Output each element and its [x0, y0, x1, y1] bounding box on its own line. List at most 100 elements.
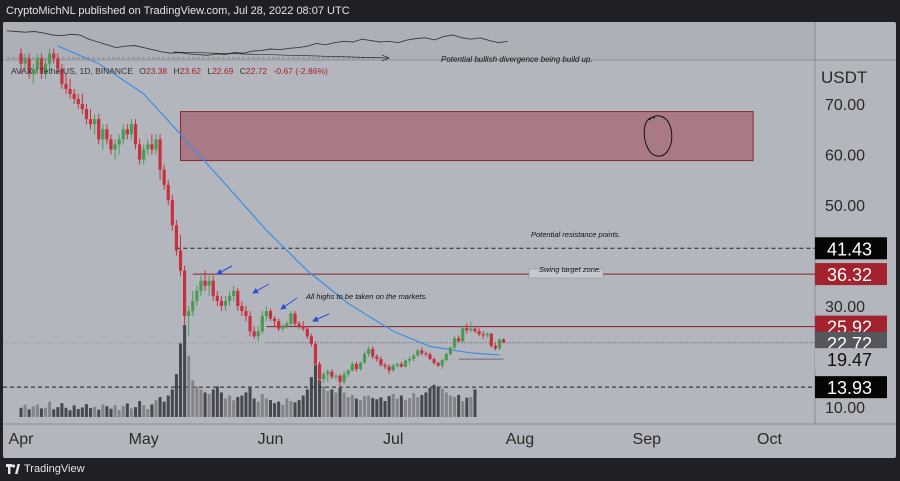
- candle-body-105: [448, 347, 453, 354]
- level-lines: [3, 247, 815, 388]
- volume-bar-90: [387, 396, 391, 417]
- candle-56: [248, 311, 252, 337]
- volume-bar-47: [211, 389, 215, 417]
- candle-body-114: [485, 333, 489, 336]
- candle-body-19: [97, 119, 101, 140]
- candle-body-25: [121, 129, 125, 140]
- candle-45: [203, 270, 207, 291]
- candle-87: [375, 353, 379, 362]
- volume-bar-78: [338, 387, 342, 417]
- candle-108: [461, 326, 465, 343]
- candle-113: [481, 331, 485, 339]
- volume-bar-99: [424, 392, 428, 417]
- divergence-trend: [172, 51, 389, 59]
- candle-96: [412, 353, 416, 362]
- time-tick-5: Sep: [633, 431, 662, 448]
- candle-body-18: [93, 119, 97, 125]
- candle-11: [64, 73, 68, 94]
- volume-bar-66: [289, 401, 293, 417]
- candle-body-32: [150, 144, 154, 150]
- candle-100: [428, 352, 432, 361]
- candle-body-79: [342, 374, 346, 382]
- candle-body-103: [440, 360, 444, 366]
- candle-15: [80, 93, 84, 115]
- volume-bar-27: [129, 408, 133, 417]
- candle-60: [264, 306, 268, 322]
- candle-112: [477, 328, 481, 337]
- candle-81: [350, 361, 354, 372]
- candle-body-52: [232, 290, 236, 296]
- candles: [19, 48, 506, 388]
- volume-bar-100: [428, 387, 432, 417]
- volume-bar-104: [444, 392, 448, 417]
- candle-67: [293, 311, 297, 327]
- candlestick-chart[interactable]: Potential bullish divergence being build…: [3, 22, 896, 458]
- price-tick-3: 30.00: [825, 299, 865, 316]
- candle-body-70: [305, 328, 309, 337]
- candle-80: [346, 369, 350, 377]
- candle-body-100: [428, 354, 432, 360]
- candle-107: [457, 335, 461, 343]
- candle-body-117: [497, 339, 502, 349]
- candle-body-45: [203, 280, 207, 286]
- candle-33: [154, 134, 158, 155]
- candle-body-36: [166, 184, 170, 200]
- chart-panel[interactable]: Potential bullish divergence being build…: [3, 22, 896, 458]
- candle-111: [473, 326, 477, 334]
- volume-bar-32: [150, 404, 154, 417]
- candle-body-78: [338, 375, 342, 382]
- candle-65: [285, 321, 289, 329]
- candle-body-22: [109, 139, 113, 150]
- candle-body-75: [326, 371, 330, 375]
- candle-102: [436, 361, 440, 368]
- candle-body-98: [420, 350, 424, 354]
- candle-79: [342, 371, 346, 385]
- volume-bar-63: [277, 401, 281, 417]
- candle-body-7: [48, 53, 52, 64]
- candle-25: [121, 124, 125, 145]
- volume-bar-95: [408, 397, 412, 417]
- volume-bar-85: [367, 395, 371, 417]
- candle-body-50: [223, 300, 228, 306]
- candle-body-112: [477, 331, 481, 335]
- candle-body-65: [285, 323, 289, 327]
- candle-body-59: [260, 316, 264, 332]
- candle-63: [277, 318, 281, 332]
- candle-3: [31, 63, 35, 84]
- volume-bar-82: [354, 398, 358, 417]
- candle-66: [289, 311, 293, 327]
- currency-label: USDT: [821, 68, 867, 87]
- high-value: 23.62: [180, 66, 202, 76]
- volume-bar-58: [256, 401, 260, 417]
- candle-body-87: [375, 356, 379, 360]
- candle-93: [399, 361, 403, 368]
- candle-42: [191, 290, 195, 317]
- candle-body-15: [80, 104, 84, 110]
- volume-bar-42: [191, 380, 195, 417]
- candle-body-47: [211, 280, 215, 296]
- volume-bar-20: [101, 404, 105, 417]
- candle-98: [420, 347, 424, 356]
- candle-95: [407, 356, 412, 365]
- low-label: L: [207, 66, 212, 76]
- indicator-lines: [6, 30, 508, 62]
- indicator-pane: [3, 22, 815, 60]
- candle-43: [195, 285, 199, 306]
- candle-12: [68, 78, 72, 99]
- candle-36: [166, 179, 170, 205]
- candle-body-48: [215, 295, 219, 301]
- drawn-circle: [643, 115, 673, 157]
- candle-body-27: [129, 124, 134, 135]
- price-label-4: 19.47: [827, 350, 872, 370]
- volume-bar-29: [138, 401, 142, 417]
- candle-53: [236, 288, 240, 312]
- candle-44: [199, 275, 203, 296]
- symbol-info: AVAX / TetherUS, 1D, BINANCE O23.38 H23.…: [11, 66, 328, 76]
- volume-bar-84: [363, 396, 367, 417]
- volume-bar-48: [215, 386, 219, 417]
- volume-bar-94: [403, 399, 407, 417]
- publish-line: CryptoMichNL published on TradingView.co…: [6, 5, 350, 17]
- candle-94: [403, 359, 408, 368]
- volume-bar-93: [399, 395, 403, 417]
- candle-body-17: [88, 119, 93, 125]
